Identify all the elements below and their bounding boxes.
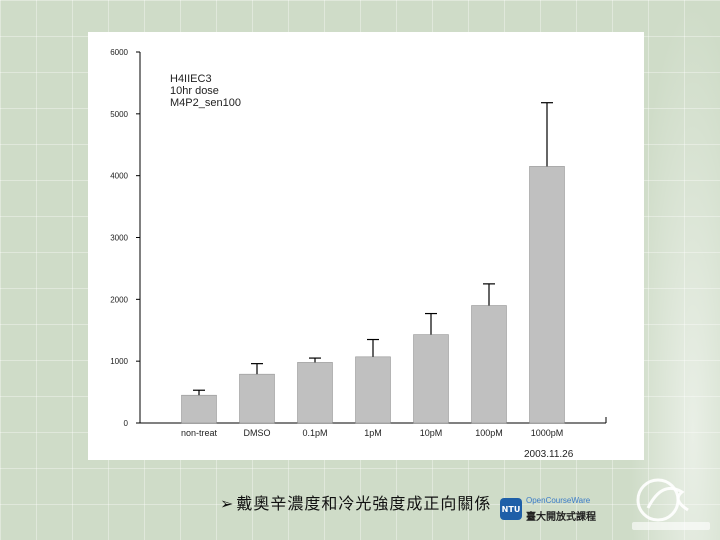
bar: [529, 166, 565, 424]
chart-annotation: H4IIEC3 10hr dose M4P2_sen100: [170, 73, 241, 109]
corner-logo-icon: [632, 478, 710, 530]
chart-labels: 0 1000 2000 3000 4000 5000 6000 non-treat DMSO 0.…: [110, 48, 563, 438]
arrow-bullet-icon: ➢: [220, 494, 235, 513]
y-tick-label: 2000: [110, 295, 128, 304]
annotation-line-3: M4P2_sen100: [170, 97, 241, 109]
y-tick-label: 4000: [110, 172, 128, 181]
y-tick-label: 6000: [110, 48, 128, 57]
background-ornament: [630, 0, 720, 540]
y-tick-label: 0: [124, 419, 129, 428]
x-tick-label: 1000pM: [531, 428, 564, 438]
chart-panel: 0 1000 2000 3000 4000 5000 6000 non-treat DMSO 0.…: [88, 32, 644, 460]
annotation-line-1: H4IIEC3: [170, 73, 212, 85]
bar: [181, 394, 217, 424]
bar: [471, 305, 507, 424]
annotation-line-2: 10hr dose: [170, 85, 219, 97]
x-tick-label: 0.1pM: [302, 428, 327, 438]
x-tick-label: DMSO: [244, 428, 271, 438]
ocw-chinese-label: 臺大開放式課程: [526, 512, 596, 523]
ocw-english-label: OpenCourseWare: [526, 496, 591, 505]
slide-caption: ➢ 戴奧辛濃度和冷光強度成正向關係: [220, 490, 491, 514]
ntu-logo-icon: NTU: [500, 498, 522, 520]
x-tick-label: 10pM: [420, 428, 443, 438]
bar-chart: 0 1000 2000 3000 4000 5000 6000 non-treat DMSO 0.…: [110, 48, 607, 460]
bar: [297, 362, 333, 424]
bar: [239, 373, 275, 424]
chart-date: 2003.11.26: [524, 449, 574, 460]
caption-text: 戴奧辛濃度和冷光強度成正向關係: [236, 494, 492, 513]
bar: [355, 356, 391, 424]
y-tick-label: 1000: [110, 357, 128, 366]
y-tick-label: 5000: [110, 110, 128, 119]
chart-bars: [181, 102, 565, 424]
ocw-logo: NTU OpenCourseWare 臺大開放式課程: [500, 494, 612, 524]
bar: [413, 334, 449, 424]
x-tick-label: non-treat: [181, 428, 218, 438]
x-tick-label: 100pM: [475, 428, 503, 438]
x-tick-label: 1pM: [364, 428, 382, 438]
y-tick-label: 3000: [110, 234, 128, 243]
